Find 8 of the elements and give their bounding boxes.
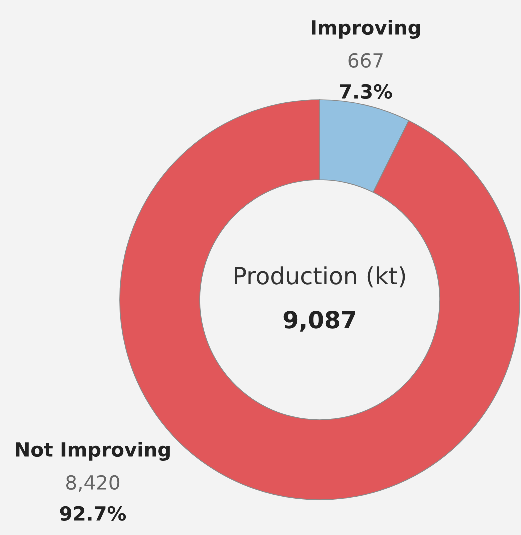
text: 9,087: [284, 310, 356, 332]
slice-label: Improving: [312, 20, 420, 39]
text: 7.3%: [340, 84, 392, 100]
data-label: 667: [348, 53, 383, 68]
text: 92.7%: [60, 506, 126, 522]
text: Production (kt): [235, 266, 406, 288]
data-label: 8,420: [66, 475, 120, 492]
slice-label: Not Improving: [16, 442, 170, 461]
